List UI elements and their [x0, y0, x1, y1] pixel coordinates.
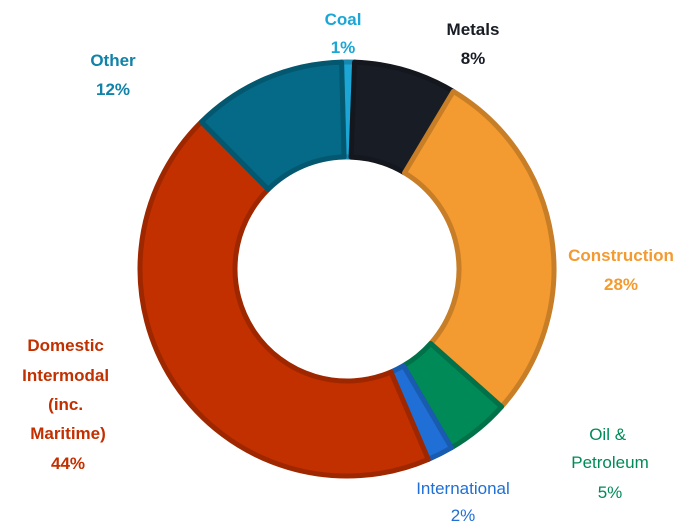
label-other: Other — [90, 51, 136, 70]
label-oil-petroleum-line2: Petroleum — [571, 453, 648, 472]
slice-domestic-intermodal-inc-maritime — [137, 119, 431, 479]
label-international: International — [416, 479, 510, 498]
label-oil-petroleum: Oil & Petroleum — [571, 425, 648, 472]
value-oil-petroleum: 5% — [598, 483, 623, 502]
label-domestic-intermodal: Domestic Intermodal (inc. Maritime) — [22, 336, 114, 443]
value-metals: 8% — [461, 49, 486, 68]
label-domestic-line4: Maritime) — [30, 424, 106, 443]
label-coal: Coal — [325, 10, 362, 29]
label-metals: Metals — [447, 20, 500, 39]
value-international: 2% — [451, 506, 476, 525]
value-domestic-intermodal: 44% — [51, 454, 85, 473]
label-domestic-line3: (inc. — [48, 395, 83, 414]
value-construction: 28% — [604, 275, 638, 294]
value-coal: 1% — [331, 38, 356, 57]
label-domestic-line1: Domestic — [27, 336, 104, 355]
slice-construction — [402, 88, 557, 410]
value-other: 12% — [96, 80, 130, 99]
donut-hole — [238, 160, 456, 378]
slices-group — [137, 59, 557, 479]
label-oil-petroleum-line1: Oil & — [589, 425, 627, 444]
label-construction: Construction — [568, 246, 674, 265]
label-domestic-line2: Intermodal — [22, 366, 109, 385]
slice-other — [198, 59, 347, 192]
